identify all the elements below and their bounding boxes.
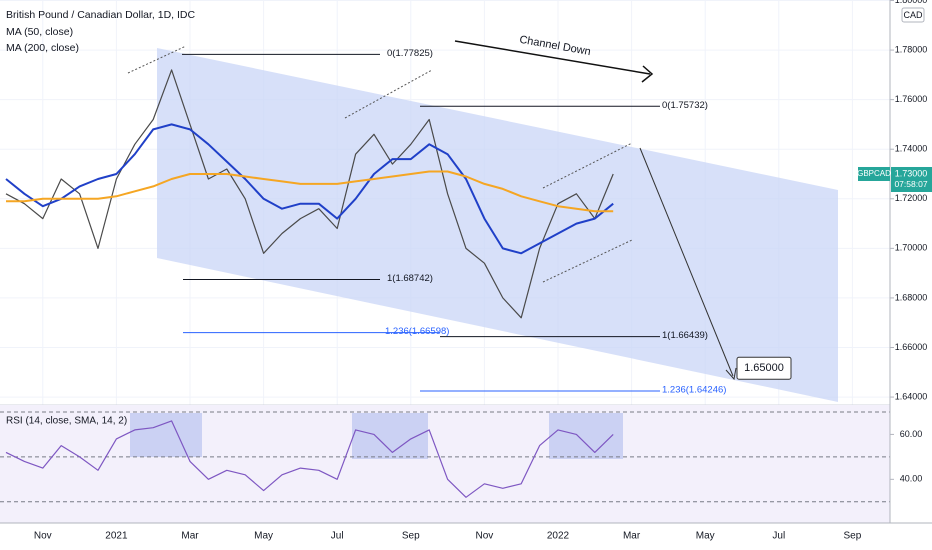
x-tick-label: Mar — [181, 531, 199, 542]
rsi-highlight — [130, 413, 202, 457]
x-tick-label: Mar — [623, 531, 641, 542]
currency-box — [901, 7, 925, 23]
x-tick-label: Sep — [402, 531, 420, 542]
x-tick-label: Nov — [476, 531, 494, 542]
x-tick-label: Jul — [331, 531, 344, 542]
axis-layer: Nov 2021 Mar May Jul Sep Nov 2022 Mar May Jul Sep 1.… — [34, 0, 932, 542]
target-box — [736, 356, 792, 380]
trend-dotted — [542, 239, 633, 283]
level-label: 1.236(1.66598) — [385, 326, 449, 337]
symbol-label: GBPCAD — [857, 169, 891, 178]
level-label: 0(1.77825) — [387, 48, 433, 59]
chart-title: British Pound / Canadian Dollar, 1D, IDC — [6, 9, 196, 21]
level-layer: 0(1.77825) 0(1.75732) 1(1.68742) 1.236(1.66… — [182, 48, 792, 395]
level-label: 1(1.68742) — [387, 273, 433, 284]
x-tick-label: May — [254, 531, 273, 542]
legend-entry: MA (200, close) — [6, 42, 79, 54]
x-tick-label: 2022 — [547, 531, 570, 542]
symbol-tag — [858, 166, 890, 181]
y-tick-label: 1.80000 — [895, 0, 928, 5]
channel-arrow — [454, 40, 651, 75]
x-tick-label: Nov — [34, 531, 52, 542]
rsi-highlight — [352, 413, 428, 459]
trend-dotted — [542, 142, 633, 189]
legend-entry: MA (50, close) — [6, 26, 73, 38]
y-tick-label: 1.70000 — [895, 243, 928, 253]
rsi-highlight — [549, 413, 623, 459]
price-tag — [891, 166, 932, 192]
series-line — [5, 69, 614, 319]
trend-dotted — [344, 69, 433, 119]
rsi-layer — [0, 411, 890, 503]
arrow-head — [725, 367, 737, 381]
level-label: 0(1.75732) — [662, 100, 708, 111]
y-tick-label: 1.76000 — [895, 94, 928, 104]
projection-arrow — [639, 147, 734, 377]
series-line — [5, 123, 614, 255]
price-label: 1.73000 — [895, 168, 928, 178]
x-tick-label: 2021 — [105, 531, 128, 542]
y-tick-label: 60.00 — [900, 429, 923, 439]
y-tick-label: 1.74000 — [895, 144, 928, 154]
y-tick-label: 1.68000 — [895, 292, 928, 302]
channel — [157, 48, 838, 402]
currency: CAD — [903, 10, 923, 20]
x-tick-label: May — [696, 531, 715, 542]
series-line — [5, 420, 614, 498]
y-tick-label: 1.78000 — [895, 44, 928, 54]
y-tick-label: 40.00 — [900, 474, 923, 484]
trend-dotted — [127, 45, 187, 74]
y-tick-label: 1.64000 — [895, 391, 928, 401]
level-label: 1.236(1.64246) — [662, 384, 726, 395]
series-layer — [5, 69, 614, 319]
level-label: 1(1.66439) — [662, 330, 708, 341]
series-line — [6, 170, 614, 213]
target-label: 1.65000 — [744, 362, 784, 374]
rsi-title: RSI (14, close, SMA, 14, 2) — [6, 416, 127, 427]
arrow-head — [641, 65, 654, 83]
countdown: 07:58:07 — [894, 179, 927, 189]
x-tick-label: Jul — [772, 531, 785, 542]
y-tick-label: 1.66000 — [895, 342, 928, 352]
x-tick-label: Sep — [844, 531, 862, 542]
y-tick-label: 1.72000 — [895, 193, 928, 203]
